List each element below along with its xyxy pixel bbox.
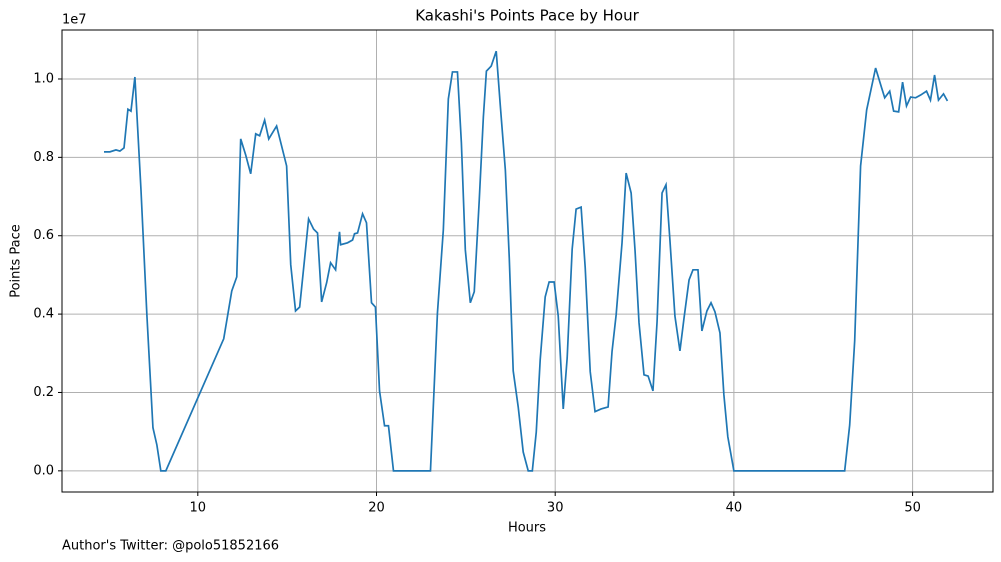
y-tick-label: 0.0	[33, 463, 54, 478]
footnote: Author's Twitter: @polo51852166	[62, 539, 279, 554]
plot-frame	[61, 29, 994, 493]
chart-title: Kakashi's Points Pace by Hour	[415, 7, 639, 25]
x-axis-label: Hours	[508, 521, 546, 536]
x-tick-label: 30	[547, 501, 564, 516]
y-tick-label: 0.2	[33, 385, 54, 400]
x-tick-label: 50	[904, 501, 921, 516]
data-line	[103, 50, 949, 472]
x-tick-label: 20	[368, 501, 385, 516]
y-offset-label: 1e7	[62, 13, 87, 28]
y-axis-label: Points Pace	[9, 224, 24, 298]
y-tick-label: 0.6	[33, 228, 54, 243]
x-tick-label: 40	[726, 501, 743, 516]
y-tick-label: 0.8	[33, 150, 54, 165]
y-tick-label: 0.4	[33, 307, 54, 322]
y-tick-label: 1.0	[33, 71, 54, 86]
x-tick-label: 10	[190, 501, 207, 516]
